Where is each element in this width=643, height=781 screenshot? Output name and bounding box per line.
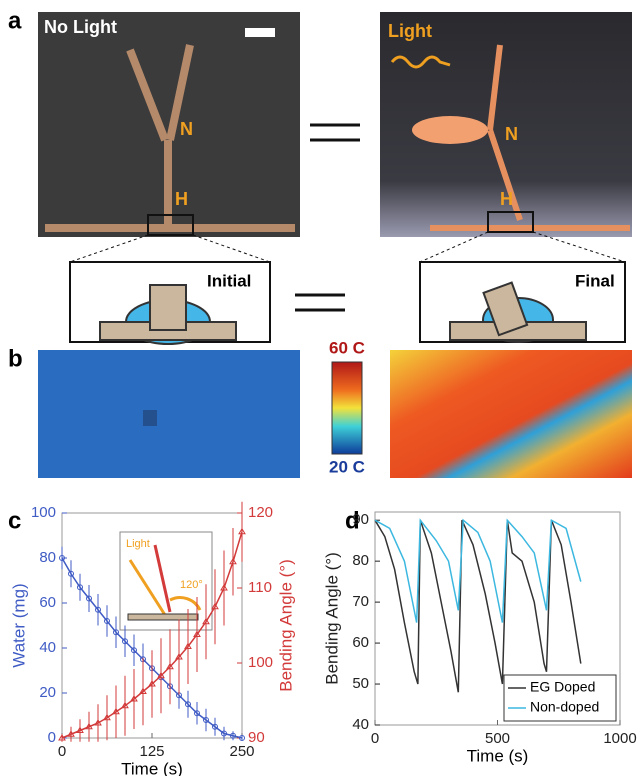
y-tick-label: 20 (39, 684, 56, 701)
y-tick-label: 40 (39, 639, 56, 656)
x-tick-label: 500 (485, 730, 510, 747)
x-axis-label: Time (s) (467, 746, 529, 765)
marker-label: H (500, 189, 513, 209)
panel-label: b (8, 345, 23, 372)
inset-label: Initial (207, 271, 251, 290)
y-axis-label: Water (mg) (9, 583, 28, 667)
y2-tick-label: 100 (248, 654, 273, 671)
y2-tick-label: 120 (248, 504, 273, 521)
heatmap-no-light (38, 350, 300, 478)
panel-label: a (8, 7, 22, 34)
y-tick-label: 60 (39, 594, 56, 611)
y-tick-label: 80 (352, 552, 369, 569)
y-tick-label: 90 (352, 511, 369, 528)
inset-label: Final (575, 271, 615, 290)
x-tick-label: 125 (139, 743, 164, 760)
inset-drawing (100, 283, 586, 344)
x-tick-label: 0 (371, 730, 379, 747)
photo-title: Light (388, 21, 432, 41)
legend-label: EG Doped (530, 679, 595, 695)
y-tick-label: 100 (31, 504, 56, 521)
y2-tick-label: 90 (248, 729, 265, 746)
y-tick-label: 50 (352, 675, 369, 692)
photo-title: No Light (44, 17, 117, 37)
arrows (295, 125, 360, 310)
colorbar (332, 362, 362, 454)
colorbar-label: 20 C (329, 457, 365, 476)
structure (412, 116, 488, 144)
y2-axis-label: Bending Angle (°) (276, 559, 295, 692)
x-axis-label: Time (s) (121, 759, 183, 776)
y2-tick-label: 110 (248, 579, 272, 596)
marker-label: N (505, 124, 518, 144)
y-tick-label: 40 (352, 716, 369, 733)
x-tick-label: 1000 (603, 730, 636, 747)
inset-text: Light (126, 538, 150, 550)
panel-label: c (8, 507, 21, 534)
colorbar-label: 60 C (329, 338, 365, 357)
y-tick-label: 0 (48, 729, 56, 746)
marker-label: H (175, 189, 188, 209)
y-tick-label: 70 (352, 593, 369, 610)
y-tick-label: 60 (352, 634, 369, 651)
marker-label: N (180, 119, 193, 139)
heatmap-light (390, 350, 632, 478)
figure: a b c d No Light Light N H N H Initial F… (0, 0, 643, 776)
x-tick-label: 0 (58, 743, 66, 760)
legend-label: Non-doped (530, 699, 599, 715)
scale-bar (245, 28, 275, 37)
heatmap-spot (143, 410, 157, 426)
y-axis-label: Bending Angle (°) (322, 552, 341, 685)
inset-text: 120° (180, 579, 203, 591)
y-tick-label: 80 (39, 549, 56, 566)
